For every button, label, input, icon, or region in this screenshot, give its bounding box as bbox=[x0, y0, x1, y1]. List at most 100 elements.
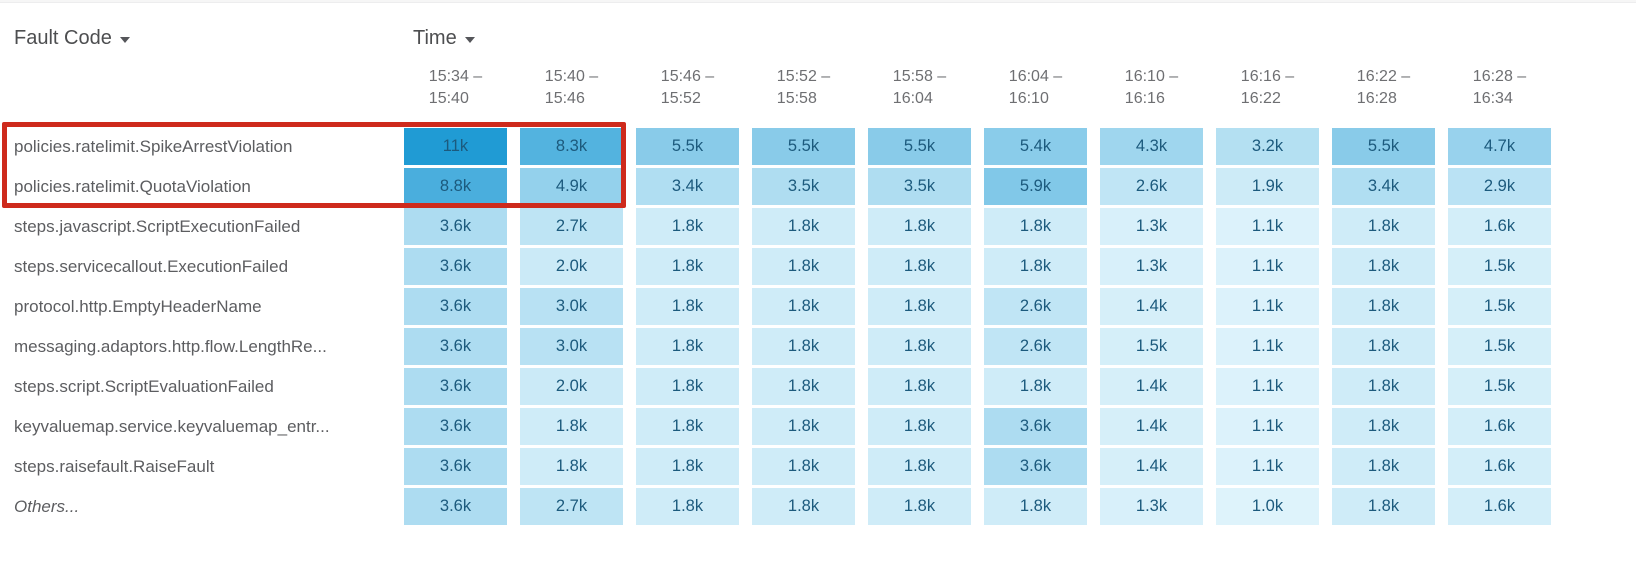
heatmap-cell[interactable]: 1.8k bbox=[868, 288, 971, 325]
heatmap-cell[interactable]: 1.8k bbox=[752, 488, 855, 525]
heatmap-cell[interactable]: 1.8k bbox=[868, 248, 971, 285]
heatmap-cell[interactable]: 3.6k bbox=[404, 248, 507, 285]
heatmap-cell[interactable]: 1.1k bbox=[1216, 448, 1319, 485]
heatmap-cell[interactable]: 1.1k bbox=[1216, 248, 1319, 285]
fault-code-dimension-selector[interactable]: Fault Code bbox=[14, 24, 130, 52]
heatmap-cell[interactable]: 1.8k bbox=[1332, 328, 1435, 365]
heatmap-cell[interactable]: 1.8k bbox=[752, 288, 855, 325]
heatmap-cell[interactable]: 1.8k bbox=[752, 328, 855, 365]
heatmap-cell[interactable]: 3.6k bbox=[984, 448, 1087, 485]
heatmap-cell[interactable]: 1.8k bbox=[636, 248, 739, 285]
heatmap-cell[interactable]: 1.5k bbox=[1448, 328, 1551, 365]
heatmap-cell[interactable]: 1.5k bbox=[1448, 368, 1551, 405]
heatmap-cell[interactable]: 3.6k bbox=[404, 448, 507, 485]
heatmap-cell[interactable]: 1.5k bbox=[1448, 288, 1551, 325]
heatmap-cell[interactable]: 1.8k bbox=[636, 448, 739, 485]
heatmap-cell[interactable]: 4.9k bbox=[520, 168, 623, 205]
heatmap-cell[interactable]: 1.8k bbox=[636, 288, 739, 325]
heatmap-cell[interactable]: 5.5k bbox=[752, 128, 855, 165]
heatmap-cell[interactable]: 1.8k bbox=[868, 408, 971, 445]
heatmap-cell[interactable]: 5.9k bbox=[984, 168, 1087, 205]
heatmap-cell[interactable]: 1.3k bbox=[1100, 248, 1203, 285]
heatmap-cell[interactable]: 1.8k bbox=[1332, 248, 1435, 285]
heatmap-cell[interactable]: 1.8k bbox=[868, 208, 971, 245]
heatmap-cell[interactable]: 1.8k bbox=[752, 368, 855, 405]
heatmap-cell[interactable]: 3.5k bbox=[752, 168, 855, 205]
heatmap-cell[interactable]: 2.6k bbox=[984, 328, 1087, 365]
heatmap-cell[interactable]: 4.3k bbox=[1100, 128, 1203, 165]
heatmap-cell[interactable]: 3.6k bbox=[984, 408, 1087, 445]
heatmap-cell[interactable]: 1.8k bbox=[752, 208, 855, 245]
heatmap-cell[interactable]: 5.5k bbox=[636, 128, 739, 165]
heatmap-cell[interactable]: 1.6k bbox=[1448, 488, 1551, 525]
heatmap-cell[interactable]: 1.4k bbox=[1100, 368, 1203, 405]
heatmap-cell[interactable]: 1.8k bbox=[752, 248, 855, 285]
heatmap-cell[interactable]: 2.9k bbox=[1448, 168, 1551, 205]
heatmap-cell[interactable]: 1.9k bbox=[1216, 168, 1319, 205]
heatmap-cell[interactable]: 1.8k bbox=[1332, 288, 1435, 325]
heatmap-cell[interactable]: 5.5k bbox=[1332, 128, 1435, 165]
heatmap-cell[interactable]: 1.8k bbox=[520, 448, 623, 485]
heatmap-cell[interactable]: 8.3k bbox=[520, 128, 623, 165]
heatmap-cell[interactable]: 3.0k bbox=[520, 288, 623, 325]
heatmap-cell[interactable]: 1.4k bbox=[1100, 448, 1203, 485]
heatmap-cell[interactable]: 1.6k bbox=[1448, 408, 1551, 445]
heatmap-cell[interactable]: 1.3k bbox=[1100, 208, 1203, 245]
heatmap-cell[interactable]: 1.8k bbox=[636, 328, 739, 365]
heatmap-cell[interactable]: 4.7k bbox=[1448, 128, 1551, 165]
heatmap-cell[interactable]: 2.0k bbox=[520, 368, 623, 405]
heatmap-cell[interactable]: 1.8k bbox=[868, 488, 971, 525]
heatmap-cell[interactable]: 1.4k bbox=[1100, 408, 1203, 445]
heatmap-cell[interactable]: 1.8k bbox=[636, 488, 739, 525]
heatmap-cell[interactable]: 1.6k bbox=[1448, 208, 1551, 245]
heatmap-cell[interactable]: 3.6k bbox=[404, 328, 507, 365]
heatmap-cell[interactable]: 2.6k bbox=[1100, 168, 1203, 205]
heatmap-cell[interactable]: 1.1k bbox=[1216, 408, 1319, 445]
heatmap-cell[interactable]: 1.1k bbox=[1216, 288, 1319, 325]
heatmap-cell[interactable]: 2.7k bbox=[520, 488, 623, 525]
heatmap-cell[interactable]: 1.8k bbox=[984, 208, 1087, 245]
heatmap-cell[interactable]: 1.8k bbox=[1332, 368, 1435, 405]
heatmap-cell[interactable]: 3.6k bbox=[404, 488, 507, 525]
heatmap-cell[interactable]: 1.8k bbox=[984, 368, 1087, 405]
time-dimension-selector[interactable]: Time bbox=[413, 24, 475, 52]
heatmap-cell[interactable]: 5.5k bbox=[868, 128, 971, 165]
heatmap-cell[interactable]: 3.6k bbox=[404, 208, 507, 245]
heatmap-cell[interactable]: 1.8k bbox=[1332, 448, 1435, 485]
heatmap-cell[interactable]: 1.1k bbox=[1216, 368, 1319, 405]
heatmap-cell[interactable]: 1.4k bbox=[1100, 288, 1203, 325]
heatmap-cell[interactable]: 1.6k bbox=[1448, 448, 1551, 485]
heatmap-cell[interactable]: 1.3k bbox=[1100, 488, 1203, 525]
heatmap-cell[interactable]: 1.8k bbox=[1332, 208, 1435, 245]
heatmap-cell[interactable]: 1.5k bbox=[1100, 328, 1203, 365]
heatmap-cell[interactable]: 8.8k bbox=[404, 168, 507, 205]
heatmap-cell[interactable]: 1.8k bbox=[1332, 488, 1435, 525]
heatmap-cell[interactable]: 1.8k bbox=[520, 408, 623, 445]
heatmap-cell[interactable]: 3.6k bbox=[404, 288, 507, 325]
heatmap-cell[interactable]: 1.8k bbox=[636, 368, 739, 405]
heatmap-cell[interactable]: 3.6k bbox=[404, 408, 507, 445]
heatmap-cell[interactable]: 3.4k bbox=[1332, 168, 1435, 205]
heatmap-cell[interactable]: 1.8k bbox=[984, 248, 1087, 285]
heatmap-cell[interactable]: 11k bbox=[404, 128, 507, 165]
heatmap-cell[interactable]: 1.1k bbox=[1216, 208, 1319, 245]
heatmap-cell[interactable]: 1.8k bbox=[984, 488, 1087, 525]
heatmap-cell[interactable]: 1.8k bbox=[868, 448, 971, 485]
heatmap-cell[interactable]: 1.8k bbox=[636, 408, 739, 445]
heatmap-cell[interactable]: 1.8k bbox=[752, 408, 855, 445]
heatmap-cell[interactable]: 1.5k bbox=[1448, 248, 1551, 285]
heatmap-cell[interactable]: 3.0k bbox=[520, 328, 623, 365]
heatmap-cell[interactable]: 3.5k bbox=[868, 168, 971, 205]
heatmap-cell[interactable]: 1.8k bbox=[752, 448, 855, 485]
heatmap-cell[interactable]: 1.8k bbox=[1332, 408, 1435, 445]
heatmap-cell[interactable]: 1.8k bbox=[868, 368, 971, 405]
heatmap-cell[interactable]: 3.6k bbox=[404, 368, 507, 405]
heatmap-cell[interactable]: 1.0k bbox=[1216, 488, 1319, 525]
heatmap-cell[interactable]: 2.7k bbox=[520, 208, 623, 245]
heatmap-cell[interactable]: 3.2k bbox=[1216, 128, 1319, 165]
heatmap-cell[interactable]: 3.4k bbox=[636, 168, 739, 205]
heatmap-cell[interactable]: 2.0k bbox=[520, 248, 623, 285]
heatmap-cell[interactable]: 2.6k bbox=[984, 288, 1087, 325]
heatmap-cell[interactable]: 1.8k bbox=[868, 328, 971, 365]
heatmap-cell[interactable]: 1.1k bbox=[1216, 328, 1319, 365]
